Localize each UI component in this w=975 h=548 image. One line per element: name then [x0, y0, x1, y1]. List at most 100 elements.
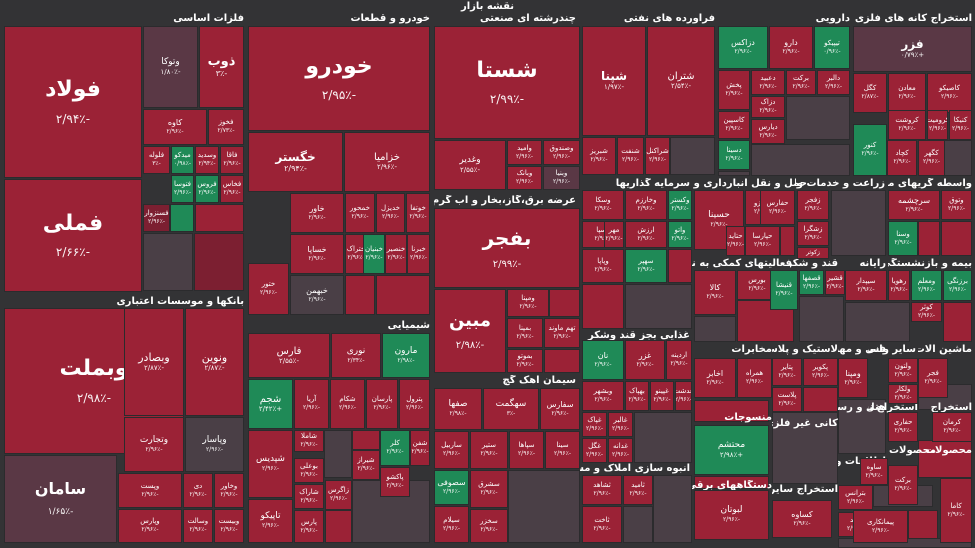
stock-tile[interactable]: وپاپا -۲/۹۶٪ [582, 249, 624, 283]
stock-tile-small[interactable] [634, 412, 692, 463]
stock-tile[interactable]: سرچشمه -۲/۹۶٪ [888, 190, 940, 220]
stock-tile[interactable]: شجم +۲/۴۲٪ [248, 379, 293, 429]
stock-tile[interactable]: شیراز -۲/۹۶٪ [352, 450, 380, 480]
stock-tile[interactable]: بهپاک -۲/۹۶٪ [625, 381, 649, 411]
stock-tile[interactable]: سیلام -۲/۹۶٪ [434, 506, 469, 543]
stock-tile[interactable]: نوری -۲/۳۴٪ [331, 333, 381, 378]
stock-tile[interactable]: دسینا -۲/۹۶٪ [718, 140, 750, 170]
stock-tile[interactable]: وسنا -۲/۹۶٪ [888, 221, 918, 256]
stock-tile[interactable]: وسالت -۲/۹۶٪ [183, 509, 213, 543]
stock-tile[interactable]: سینا -۲/۹۶٪ [545, 431, 580, 469]
stock-tile[interactable]: قنیشا -۲/۹۶٪ [770, 270, 798, 310]
stock-tile[interactable]: وتوکا -۱/۸۰٪ [143, 26, 198, 108]
stock-tile-small[interactable] [653, 475, 692, 543]
stock-tile[interactable]: معادن -۲/۹۶٪ [888, 73, 926, 113]
stock-tile[interactable]: مارون -۲/۹۸٪ [382, 333, 430, 378]
stock-tile[interactable]: غدشت-۲/۹۶٪ [675, 381, 692, 411]
stock-tile-small[interactable] [582, 284, 624, 329]
stock-tile[interactable]: ومپنا -۲/۹۶٪ [507, 289, 549, 317]
stock-tile[interactable]: وخارزم -۲/۹۶٪ [625, 190, 667, 220]
stock-tile-small[interactable] [751, 144, 850, 176]
stock-tile[interactable]: اردینه -۲/۹۶٪ [666, 340, 692, 380]
stock-tile[interactable]: کنور -۲/۹۶٪ [853, 124, 887, 176]
stock-tile[interactable]: وبصادر -۲/۸۷٪ [124, 308, 184, 416]
stock-tile-small[interactable] [143, 233, 193, 291]
stock-tile[interactable]: مهر -۲/۹۶٪ [604, 221, 624, 248]
stock-tile-small[interactable] [325, 510, 352, 543]
stock-tile[interactable]: کرمان -۲/۹۶٪ [932, 412, 972, 442]
stock-tile[interactable]: شستا -۲/۹۹٪ [434, 26, 580, 139]
stock-tile[interactable]: وبشهر -۲/۹۶٪ [582, 381, 624, 411]
stock-tile[interactable]: کگهر -۲/۹۶٪ [918, 140, 945, 176]
stock-tile[interactable]: ساوه -۲/۹۶٪ [860, 458, 888, 485]
stock-tile-small[interactable] [694, 476, 769, 489]
stock-tile-small[interactable] [376, 275, 430, 315]
stock-tile[interactable]: پارس -۲/۹۶٪ [294, 510, 324, 543]
stock-tile[interactable]: خاور -۲/۹۶٪ [290, 193, 344, 233]
stock-tile[interactable]: فخاس -۲/۹۶٪ [220, 175, 244, 203]
stock-tile[interactable]: پاکشو -۲/۹۶٪ [380, 467, 410, 497]
stock-tile[interactable]: کرومیت -۲/۹۶٪ [927, 110, 948, 140]
stock-tile[interactable]: وپست -۲/۹۶٪ [118, 473, 182, 508]
stock-tile-small[interactable] [170, 204, 194, 232]
stock-tile[interactable]: زشگرا -۲/۹۶٪ [797, 221, 829, 246]
stock-tile[interactable]: خبرنا -۲/۹۶٪ [407, 234, 430, 274]
stock-tile[interactable]: فتوسا -۲/۹۶٪ [171, 175, 194, 203]
stock-tile[interactable]: غالبر -۲/۹۶٪ [608, 412, 633, 437]
stock-tile[interactable]: وسکا -۲/۹۶٪ [582, 190, 624, 220]
stock-tile[interactable]: ثاخت -۲/۹۶٪ [582, 506, 622, 543]
stock-tile-small[interactable] [352, 430, 380, 450]
stock-tile-small[interactable] [772, 412, 838, 484]
stock-tile[interactable]: قشیر -۲/۹۶٪ [825, 270, 845, 295]
stock-tile[interactable]: ولکار -۲/۹۶٪ [888, 384, 918, 404]
stock-tile[interactable]: خگستر -۲/۹۴٪ [248, 132, 343, 192]
stock-tile[interactable]: خبنیان -۲/۹۶٪ [363, 234, 385, 274]
stock-tile[interactable]: بفجر -۲/۹۹٪ [434, 208, 580, 288]
stock-tile[interactable]: ونوین -۲/۸۷٪ [185, 308, 244, 416]
stock-tile-small[interactable] [544, 349, 580, 373]
stock-tile[interactable]: پتایر -۲/۹۶٪ [772, 358, 802, 386]
stock-tile[interactable]: دزاک -۲/۹۶٪ [751, 96, 785, 118]
stock-tile[interactable]: دعبید -۲/۹۶٪ [751, 70, 785, 95]
stock-tile[interactable]: وتجارت -۲/۹۶٪ [124, 417, 184, 472]
stock-tile[interactable]: غدانه -۲/۹۶٪ [608, 438, 633, 463]
stock-tile[interactable]: زفجر -۲/۹۶٪ [797, 190, 829, 220]
stock-tile[interactable]: سامان -۱/۶۵٪ [4, 455, 117, 543]
stock-tile[interactable]: خودرو -۲/۹۵٪ [248, 26, 430, 131]
stock-tile[interactable]: ومعلم -۲/۹۶٪ [911, 270, 942, 301]
stock-tile[interactable]: شکام -۲/۹۶٪ [330, 379, 365, 429]
stock-tile[interactable]: کچاد -۲/۹۶٪ [887, 140, 917, 176]
stock-tile[interactable]: غگل -۲/۹۶٪ [582, 438, 607, 463]
stock-tile[interactable]: وسدید -۲/۹۴٪ [195, 146, 219, 174]
stock-tile[interactable]: پترول -۲/۹۶٪ [399, 379, 430, 429]
stock-tile[interactable]: سپاها -۲/۹۶٪ [509, 431, 544, 469]
stock-tile[interactable]: بمپنا -۲/۹۶٪ [507, 318, 543, 348]
stock-tile[interactable]: فزر +۰/۷۹٪ [853, 26, 972, 72]
stock-tile-small[interactable] [670, 137, 715, 175]
stock-tile-small[interactable] [803, 387, 838, 412]
stock-tile[interactable]: ختور -۲/۹۶٪ [248, 263, 289, 315]
stock-tile[interactable]: کروشت -۲/۹۶٪ [888, 110, 926, 140]
stock-tile[interactable]: بوعلی -۲/۹۶٪ [294, 458, 324, 483]
stock-tile[interactable]: شاراک -۲/۹۶٪ [294, 484, 324, 509]
stock-tile[interactable]: برزنگی -۲/۹۶٪ [943, 270, 972, 301]
stock-tile[interactable]: صفها -۲/۹۸٪ [434, 388, 482, 430]
stock-tile-small[interactable] [324, 430, 352, 478]
stock-tile-small[interactable] [694, 400, 769, 422]
stock-tile[interactable]: وبنیا -۲/۹۶٪ [543, 166, 580, 190]
stock-tile[interactable]: ومپنا -۲/۹۶٪ [838, 358, 868, 398]
stock-tile[interactable]: وتوق -۲/۹۶٪ [941, 190, 972, 220]
stock-tile[interactable]: پخش -۲/۹۶٪ [718, 70, 750, 110]
stock-tile[interactable]: سفارس -۲/۹۶٪ [540, 388, 580, 430]
stock-tile[interactable]: کوثر -۲/۹۶٪ [911, 302, 942, 322]
stock-tile-small[interactable] [786, 96, 850, 140]
stock-tile[interactable]: دزاکس -۲/۹۶٪ [718, 26, 768, 69]
stock-tile[interactable]: سیپدار -۲/۹۶٪ [845, 270, 887, 301]
stock-tile-small[interactable] [668, 249, 692, 283]
stock-tile[interactable]: فخوز -۲/۷۳٪ [208, 109, 244, 145]
stock-tile[interactable]: دالبر -۲/۹۶٪ [817, 70, 850, 95]
stock-tile[interactable]: ارزش -۲/۹۶٪ [625, 221, 667, 248]
stock-tile[interactable]: شپنا -۱/۹۷٪ [582, 26, 646, 136]
stock-tile-small[interactable] [345, 275, 375, 315]
stock-tile[interactable]: میدکو -۰/۹۸٪ [171, 146, 194, 174]
